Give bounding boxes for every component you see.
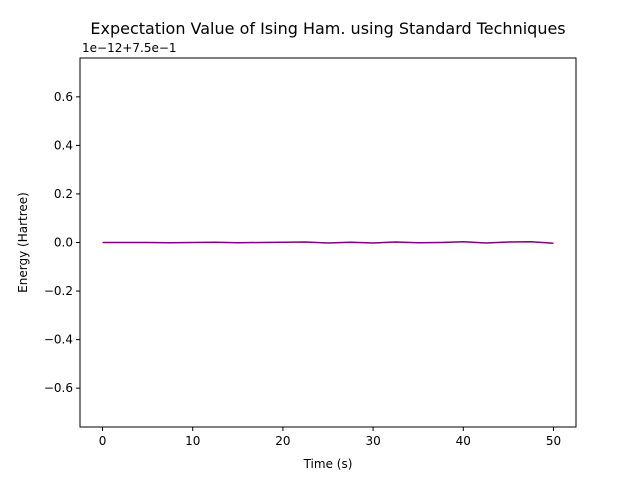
y-tick-label: −0.4 — [44, 333, 73, 347]
y-offset-label: 1e−12+7.5e−1 — [82, 41, 177, 55]
chart-title: Expectation Value of Ising Ham. using St… — [90, 19, 565, 38]
x-tick-label: 10 — [185, 434, 200, 448]
y-axis-label: Energy (Hartree) — [16, 192, 30, 293]
y-tick-label: 0.6 — [54, 90, 73, 104]
y-axis-ticks: −0.6 −0.4 −0.2 0.0 0.2 0.4 0.6 — [44, 90, 80, 395]
x-tick-label: 20 — [275, 434, 290, 448]
y-tick-label: 0.0 — [54, 236, 73, 250]
x-tick-label: 0 — [99, 434, 107, 448]
x-tick-label: 40 — [456, 434, 471, 448]
y-tick-label: −0.2 — [44, 284, 73, 298]
x-axis-ticks: 0 10 20 30 40 50 — [99, 427, 561, 448]
x-tick-label: 30 — [365, 434, 380, 448]
series-line — [102, 241, 554, 244]
y-tick-label: −0.6 — [44, 381, 73, 395]
series-layer — [102, 241, 554, 244]
plot-area — [79, 57, 577, 428]
y-tick-label: 0.4 — [54, 138, 73, 152]
y-tick-label: 0.2 — [54, 187, 73, 201]
x-tick-label: 50 — [546, 434, 561, 448]
x-axis-label: Time (s) — [303, 457, 353, 471]
